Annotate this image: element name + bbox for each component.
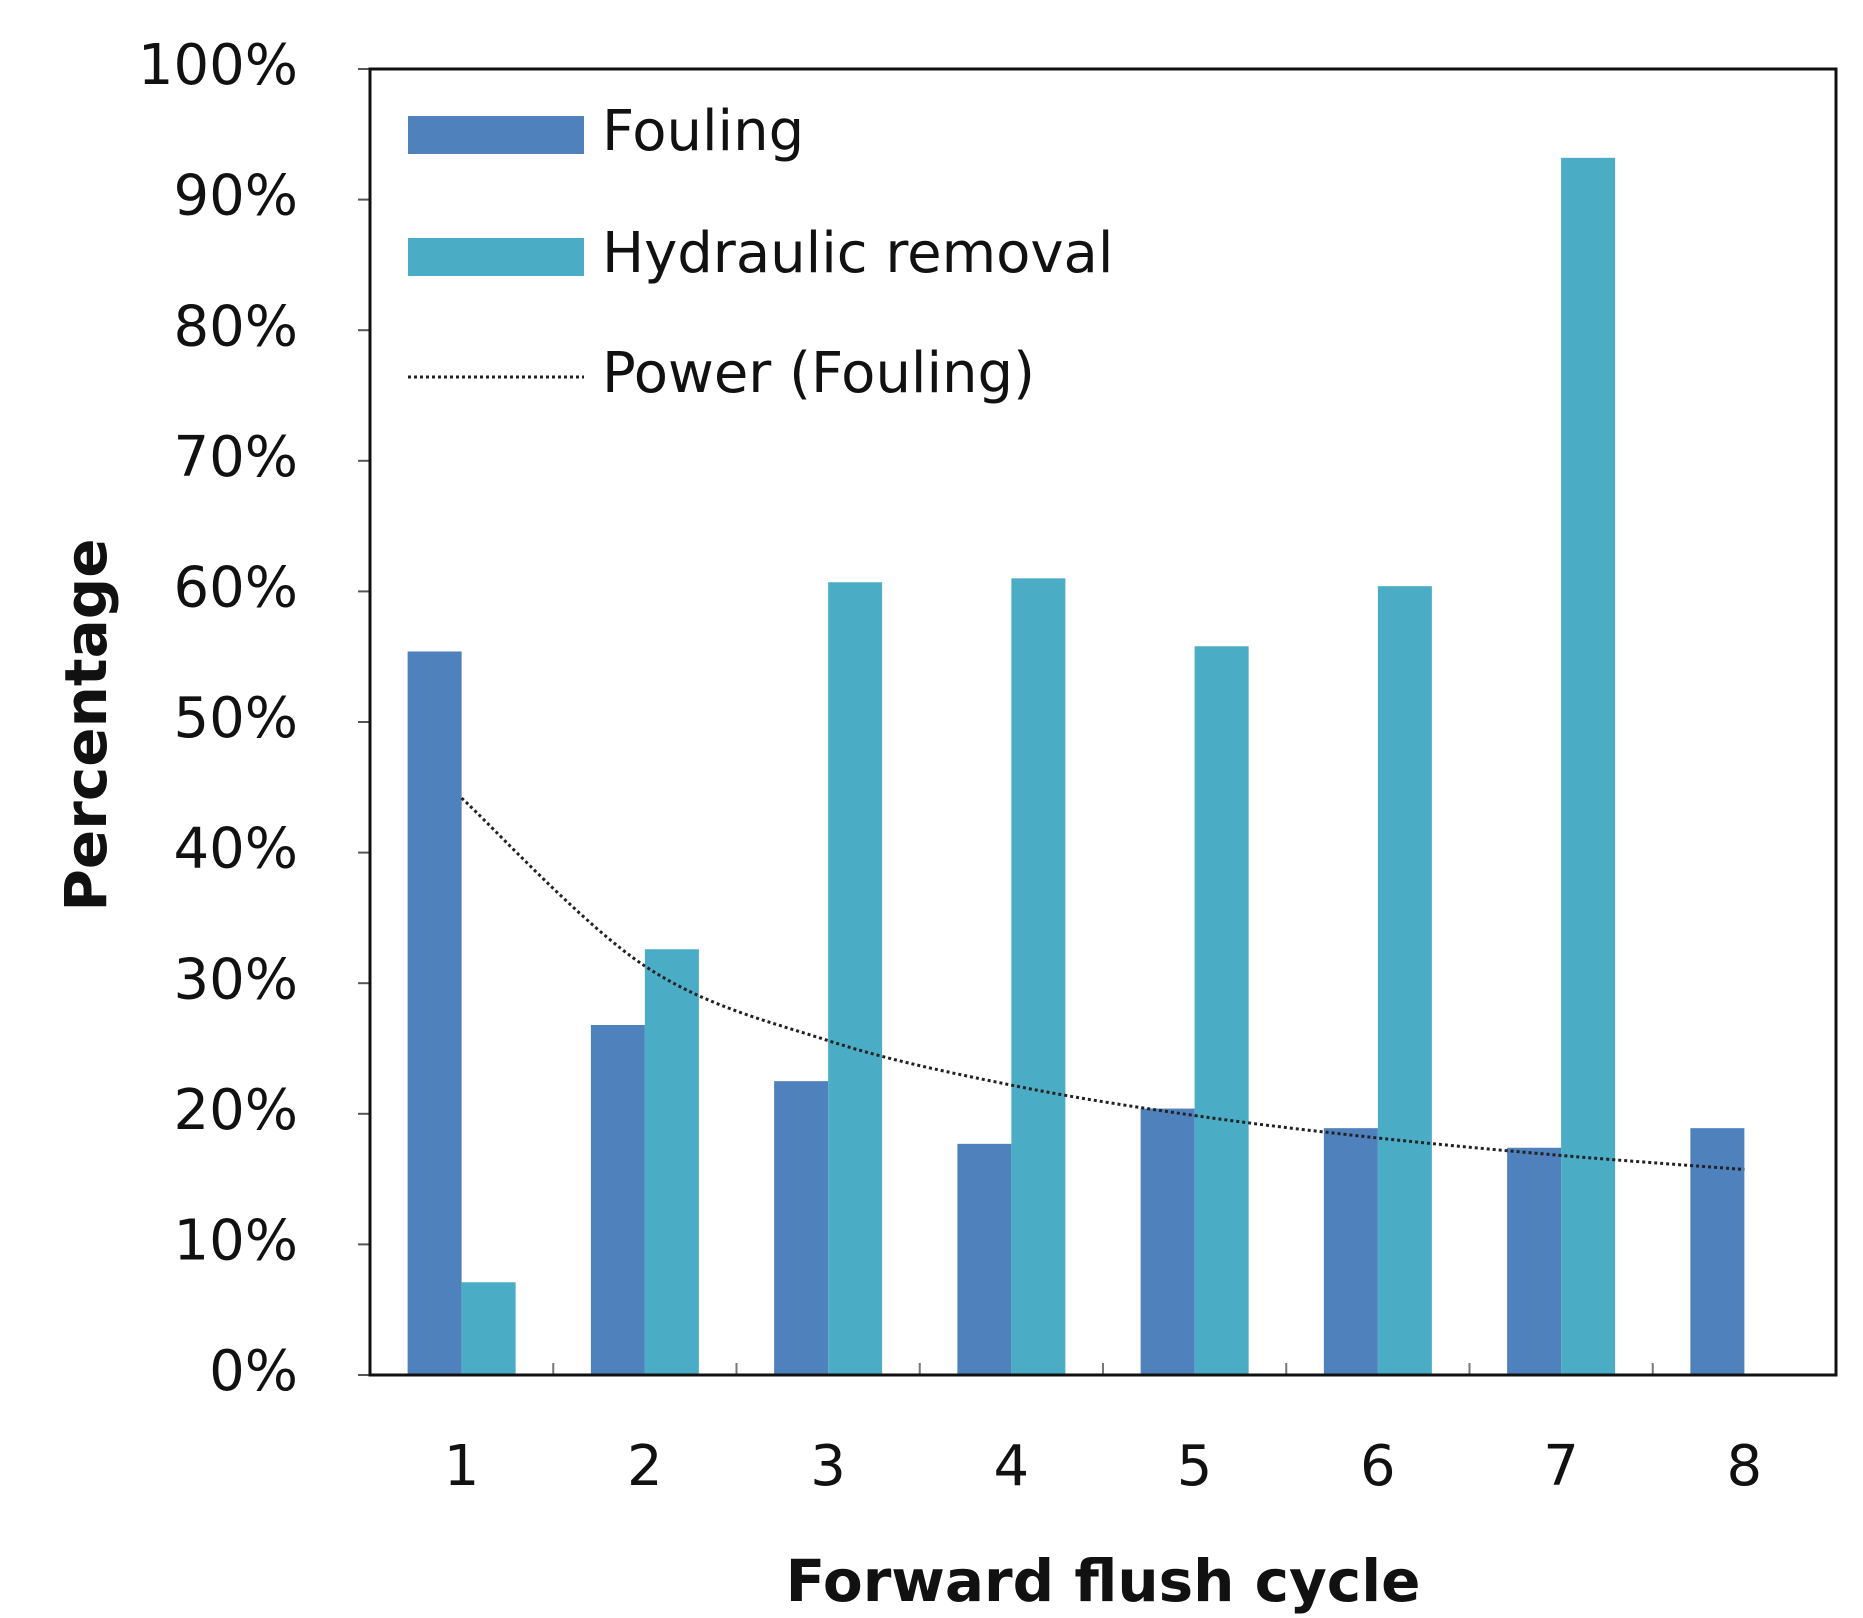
bar — [1194, 646, 1249, 1375]
legend-label: Hydraulic removal — [602, 221, 1113, 286]
legend-swatch — [408, 116, 584, 154]
y-tick-label: 0% — [209, 1339, 298, 1404]
x-tick-label: 1 — [444, 1434, 480, 1499]
y-axis-title: Percentage — [52, 538, 120, 911]
legend-label: Fouling — [602, 99, 804, 164]
x-tick-label: 3 — [810, 1434, 846, 1499]
y-tick-label: 30% — [174, 947, 298, 1012]
y-tick-label: 100% — [138, 33, 298, 98]
bar — [644, 949, 699, 1375]
y-tick-label: 60% — [174, 556, 298, 621]
y-tick-label: 50% — [174, 686, 298, 751]
x-axis-title: Forward flush cycle — [786, 1547, 1421, 1615]
plot-frame — [368, 67, 1838, 1377]
x-tick-label: 6 — [1360, 1434, 1396, 1499]
bar — [1140, 1108, 1195, 1375]
y-tick-label: 70% — [174, 425, 298, 490]
bar — [407, 651, 462, 1375]
bar — [1561, 157, 1616, 1376]
bar — [1011, 578, 1066, 1375]
x-tick-label: 4 — [994, 1434, 1030, 1499]
y-tick-label: 20% — [174, 1078, 298, 1143]
bar — [1507, 1147, 1562, 1375]
x-tick-label: 8 — [1727, 1434, 1763, 1499]
y-tick-label: 80% — [174, 294, 298, 359]
bar — [957, 1143, 1012, 1375]
bar — [828, 582, 883, 1375]
bar — [590, 1024, 645, 1375]
x-tick-label: 5 — [1177, 1434, 1213, 1499]
bar — [1323, 1128, 1378, 1375]
bar — [1690, 1128, 1745, 1375]
x-tick-label: 2 — [627, 1434, 663, 1499]
legend-label: Power (Fouling) — [602, 341, 1035, 406]
y-tick-label: 40% — [174, 817, 298, 882]
y-tick-label: 10% — [174, 1209, 298, 1274]
y-tick-label: 90% — [174, 164, 298, 229]
x-tick-label: 7 — [1543, 1434, 1579, 1499]
bar — [461, 1282, 516, 1375]
bar — [1377, 586, 1432, 1375]
bar — [774, 1081, 829, 1375]
legend-swatch — [408, 238, 584, 276]
trend-line — [460, 796, 1745, 1172]
